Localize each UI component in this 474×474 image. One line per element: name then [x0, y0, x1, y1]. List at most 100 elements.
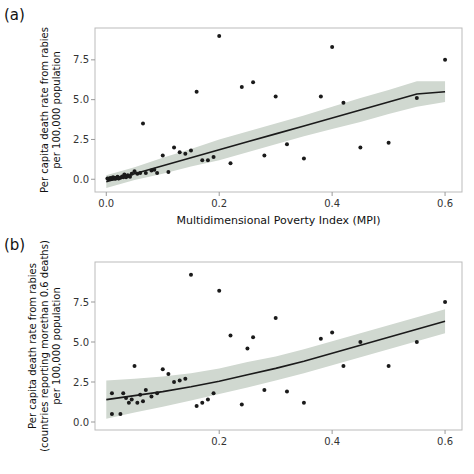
y-tick-label: 2.5 — [73, 134, 89, 145]
scatter-point — [415, 96, 419, 100]
scatter-point — [358, 340, 362, 344]
confidence-band — [106, 309, 445, 419]
scatter-point — [130, 398, 134, 402]
scatter-point — [189, 273, 193, 277]
x-tick — [445, 430, 446, 434]
plot-area — [106, 273, 447, 419]
y-tick — [91, 342, 95, 343]
scatter-point — [178, 150, 182, 154]
scatter-point — [138, 393, 142, 397]
scatter-point — [387, 141, 391, 145]
x-tick-label: 0.2 — [211, 198, 227, 209]
scatter-point — [240, 85, 244, 89]
scatter-point — [110, 412, 114, 416]
regression-line — [106, 321, 445, 399]
x-tick — [332, 192, 333, 196]
scatter-point — [133, 364, 137, 368]
scatter-point — [330, 45, 334, 49]
scatter-point — [172, 380, 176, 384]
scatter-point — [319, 94, 323, 98]
scatter-point — [229, 334, 233, 338]
x-tick-label: 0.6 — [437, 436, 453, 447]
scatter-point — [200, 158, 204, 162]
scatter-point — [240, 402, 244, 406]
scatter-point — [183, 152, 187, 156]
scatter-point — [443, 58, 447, 62]
x-tick-label: 0.2 — [211, 436, 227, 447]
scatter-point — [189, 149, 193, 153]
scatter-point — [161, 153, 165, 157]
y-tick — [91, 99, 95, 100]
scatter-point — [443, 300, 447, 304]
y-axis-label: Per capita death rate from rabiesper 100… — [39, 27, 62, 193]
scatter-point — [415, 340, 419, 344]
x-tick — [445, 192, 446, 196]
scatter-point — [144, 171, 148, 175]
scatter-point — [121, 391, 125, 395]
scatter-point — [341, 101, 345, 105]
scatter-point — [149, 394, 153, 398]
x-tick — [106, 192, 107, 196]
scatter-point — [141, 399, 145, 403]
scatter-point — [152, 168, 156, 172]
y-tick — [91, 302, 95, 303]
x-tick — [219, 430, 220, 434]
x-tick — [219, 192, 220, 196]
scatter-point — [124, 396, 128, 400]
panel-label: (b) — [4, 236, 25, 254]
scatter-point — [178, 378, 182, 382]
x-tick-label: 0.4 — [324, 198, 340, 209]
scatter-point — [262, 388, 266, 392]
panel: 0.00.20.40.60.02.55.07.5Multidimensional… — [4, 6, 462, 227]
scatter-point — [245, 346, 249, 350]
scatter-point — [212, 155, 216, 159]
scatter-point — [155, 391, 159, 395]
scatter-point — [172, 145, 176, 149]
figure: 0.0 0.2 0.4 0.6 0.0 2.5 5.0 7.5 Multidimensional… — [0, 0, 474, 474]
scatter-point — [285, 142, 289, 146]
scatter-point — [330, 330, 334, 334]
confidence-band — [106, 81, 445, 188]
scatter-point — [217, 34, 221, 38]
y-tick-label: 2.5 — [73, 377, 89, 388]
regression-line — [106, 92, 445, 182]
scatter-point — [274, 316, 278, 320]
y-tick-label: 0.0 — [73, 174, 89, 185]
scatter-point — [229, 161, 233, 165]
scatter-point — [206, 158, 210, 162]
scatter-point — [341, 364, 345, 368]
scatter-point — [166, 372, 170, 376]
y-tick — [91, 422, 95, 423]
plot-frame — [95, 262, 462, 430]
y-tick-label: 7.5 — [73, 54, 89, 65]
scatter-point — [127, 401, 131, 405]
panel: 0.20.40.60.02.55.07.5Per capita death ra… — [4, 236, 462, 452]
scatter-point — [212, 391, 216, 395]
scatter-point — [251, 335, 255, 339]
x-tick — [332, 430, 333, 434]
scatter-point — [274, 94, 278, 98]
y-tick — [91, 139, 95, 140]
y-tick-label: 5.0 — [73, 337, 89, 348]
scatter-point — [358, 145, 362, 149]
y-tick-label: 7.5 — [73, 297, 89, 308]
scatter-point — [206, 398, 210, 402]
scatter-point — [262, 153, 266, 157]
scatter-point — [166, 170, 170, 174]
scatter-point — [319, 337, 323, 341]
scatter-point — [387, 364, 391, 368]
scatter-point — [200, 401, 204, 405]
x-axis-label: Multidimensional Poverty Index (MPI) — [177, 214, 381, 227]
scatter-point — [285, 390, 289, 394]
scatter-point — [195, 404, 199, 408]
x-tick-label: 0.4 — [324, 436, 340, 447]
scatter-point — [183, 377, 187, 381]
scatter-point — [141, 122, 145, 126]
scatter-point — [144, 388, 148, 392]
scatter-point — [155, 171, 159, 175]
plot-frame — [95, 28, 462, 192]
y-tick — [91, 179, 95, 180]
y-tick-label: 0.0 — [73, 417, 89, 428]
scatter-point — [135, 401, 139, 405]
panel-label: (a) — [4, 6, 25, 24]
